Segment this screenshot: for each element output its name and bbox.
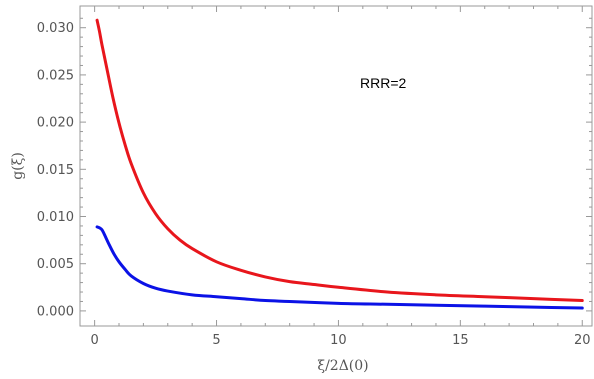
- x-axis-ticks: 0 5 10 15 20: [90, 6, 591, 348]
- y-tick-label: 0.000: [37, 304, 74, 319]
- y-tick-label: 0.015: [37, 163, 74, 178]
- x-axis-label: ξ/2Δ(0): [317, 358, 368, 374]
- x-tick-label: 20: [574, 333, 591, 348]
- y-axis-ticks: 0.000 0.005 0.010 0.015 0.020 0.025 0.030: [37, 17, 592, 319]
- y-tick-label: 0.010: [37, 210, 74, 225]
- x-tick-label: 10: [330, 333, 347, 348]
- rrr-annotation: RRR=2: [360, 75, 407, 91]
- x-tick-label: 0: [90, 333, 98, 348]
- y-tick-label: 0.030: [37, 21, 74, 36]
- y-tick-label: 0.005: [37, 257, 74, 272]
- y-tick-label: 0.020: [37, 116, 74, 131]
- plot-frame: [79, 5, 593, 327]
- y-axis-label: g(ξ): [10, 152, 26, 180]
- y-tick-label: 0.025: [37, 68, 74, 83]
- x-tick-label: 15: [452, 333, 469, 348]
- red-curve: [95, 18, 584, 303]
- curves-layer: [95, 18, 584, 310]
- blue-curve: [95, 225, 584, 310]
- x-tick-label: 5: [212, 333, 220, 348]
